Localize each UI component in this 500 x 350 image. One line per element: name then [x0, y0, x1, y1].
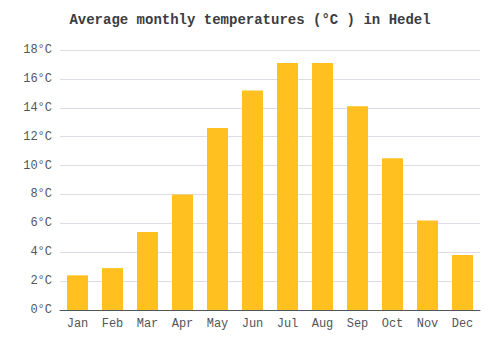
- svg-text:Aug: Aug: [312, 317, 334, 331]
- svg-text:Apr: Apr: [172, 317, 194, 331]
- svg-text:Dec: Dec: [452, 317, 474, 331]
- svg-text:6°C: 6°C: [30, 216, 52, 230]
- svg-text:18°C: 18°C: [23, 43, 52, 57]
- svg-text:4°C: 4°C: [30, 245, 52, 259]
- svg-text:May: May: [207, 317, 229, 331]
- svg-text:2°C: 2°C: [30, 274, 52, 288]
- svg-text:Average monthly temperatures (: Average monthly temperatures (°C ) in He…: [69, 12, 430, 28]
- svg-text:Feb: Feb: [102, 317, 124, 331]
- svg-text:Jul: Jul: [277, 317, 299, 331]
- svg-text:0°C: 0°C: [30, 303, 52, 317]
- svg-text:Mar: Mar: [137, 317, 159, 331]
- svg-text:14°C: 14°C: [23, 101, 52, 115]
- svg-text:16°C: 16°C: [23, 72, 52, 86]
- svg-text:8°C: 8°C: [30, 187, 52, 201]
- svg-text:Jun: Jun: [242, 317, 264, 331]
- svg-text:Jan: Jan: [67, 317, 89, 331]
- svg-text:12°C: 12°C: [23, 130, 52, 144]
- svg-text:10°C: 10°C: [23, 159, 52, 173]
- svg-text:Oct: Oct: [382, 317, 404, 331]
- svg-text:Nov: Nov: [417, 317, 439, 331]
- svg-text:Sep: Sep: [347, 317, 369, 331]
